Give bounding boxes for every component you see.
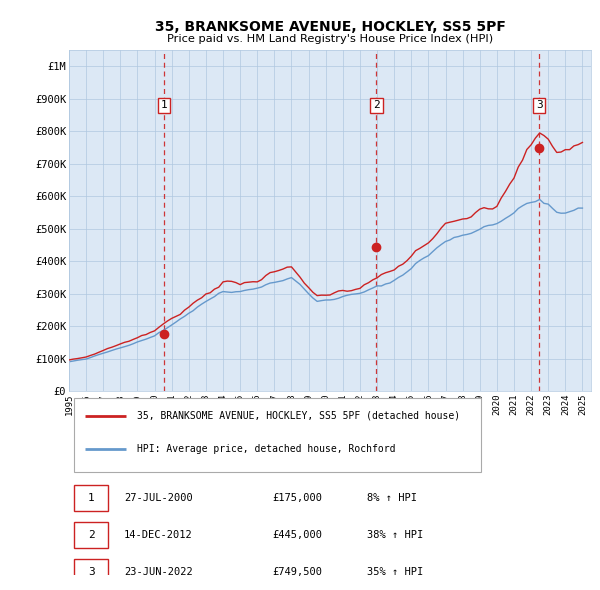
Text: £445,000: £445,000 (272, 530, 323, 540)
FancyBboxPatch shape (74, 559, 108, 585)
Text: Price paid vs. HM Land Registry's House Price Index (HPI): Price paid vs. HM Land Registry's House … (167, 34, 493, 44)
Text: 35, BRANKSOME AVENUE, HOCKLEY, SS5 5PF (detached house): 35, BRANKSOME AVENUE, HOCKLEY, SS5 5PF (… (137, 411, 460, 421)
Text: 35% ↑ HPI: 35% ↑ HPI (367, 566, 423, 576)
Text: HPI: Average price, detached house, Rochford: HPI: Average price, detached house, Roch… (137, 444, 395, 454)
Text: 14-DEC-2012: 14-DEC-2012 (124, 530, 193, 540)
Text: 8% ↑ HPI: 8% ↑ HPI (367, 493, 416, 503)
Text: 1: 1 (88, 493, 95, 503)
Text: 1: 1 (161, 100, 168, 110)
Text: 2: 2 (88, 530, 95, 540)
Text: 35, BRANKSOME AVENUE, HOCKLEY, SS5 5PF: 35, BRANKSOME AVENUE, HOCKLEY, SS5 5PF (155, 19, 505, 34)
FancyBboxPatch shape (74, 522, 108, 548)
FancyBboxPatch shape (74, 398, 481, 472)
Text: 3: 3 (88, 566, 95, 576)
Text: 2: 2 (373, 100, 380, 110)
Text: 38% ↑ HPI: 38% ↑ HPI (367, 530, 423, 540)
FancyBboxPatch shape (74, 485, 108, 511)
Text: 27-JUL-2000: 27-JUL-2000 (124, 493, 193, 503)
Text: 3: 3 (536, 100, 542, 110)
Text: £749,500: £749,500 (272, 566, 323, 576)
Text: £175,000: £175,000 (272, 493, 323, 503)
Text: 23-JUN-2022: 23-JUN-2022 (124, 566, 193, 576)
